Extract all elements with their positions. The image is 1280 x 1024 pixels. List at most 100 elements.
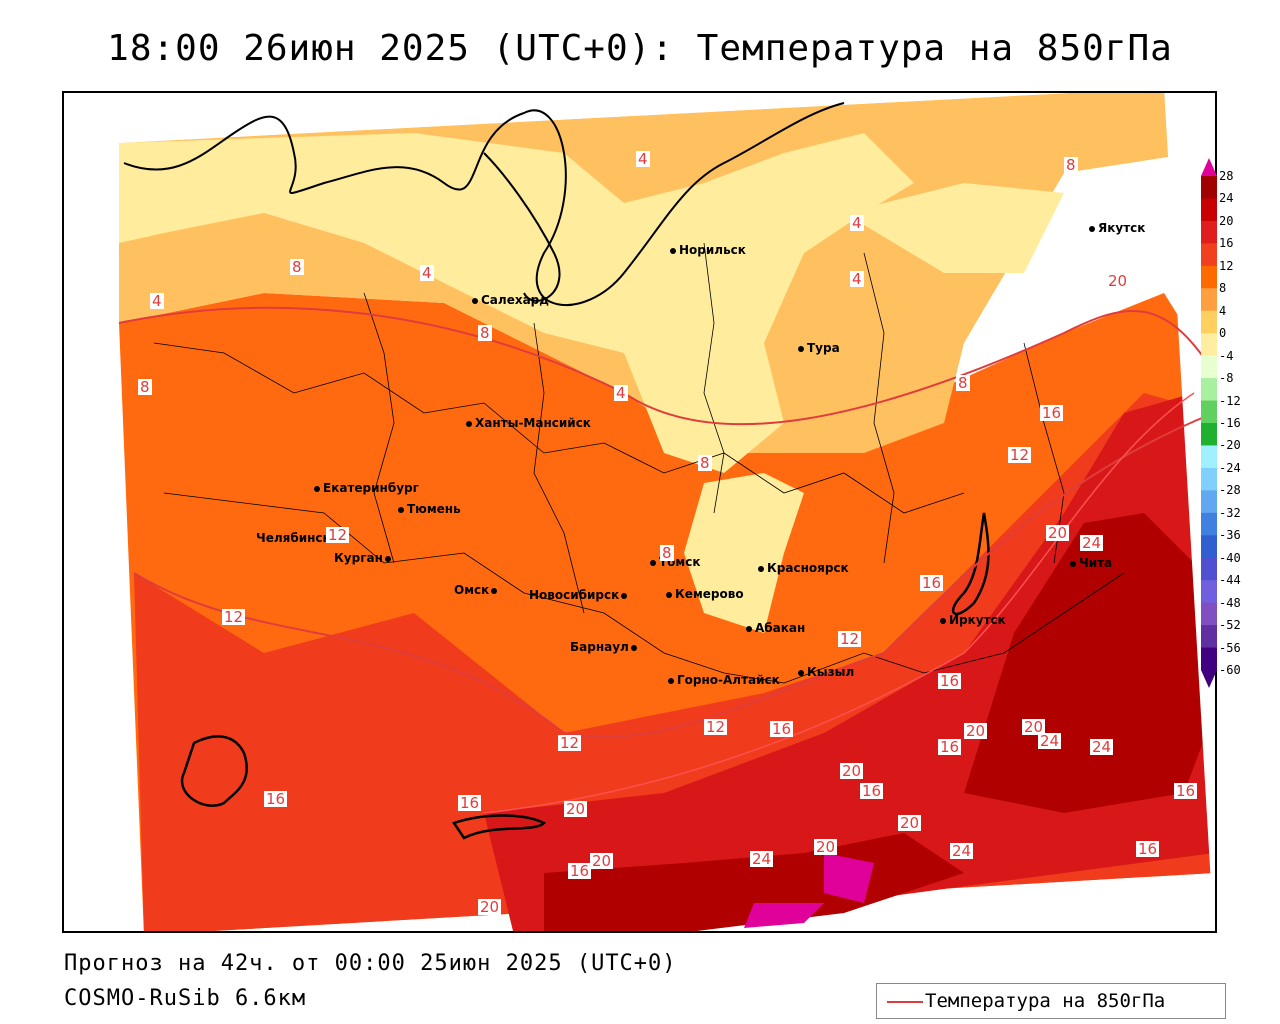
isotherm-label: 16 (1136, 840, 1160, 858)
isotherm-label: 16 (920, 574, 944, 592)
colorbar-cell (1201, 265, 1217, 289)
model-info: COSMO-RuSib 6.6км (64, 986, 307, 1011)
isotherm-label: 20 (898, 814, 922, 832)
colorbar-tick-label: -16 (1219, 416, 1241, 430)
isotherm-label: 24 (750, 850, 774, 868)
isotherm-label: 12 (704, 718, 728, 736)
isotherm-label: 8 (290, 258, 304, 276)
city-label: Кемерово (666, 587, 744, 601)
colorbar-tick-label: -56 (1219, 640, 1241, 655)
isotherm-label: 20 (564, 800, 588, 818)
colorbar-tick-label: 0 (1219, 326, 1227, 341)
colorbar-cell (1201, 243, 1217, 267)
colorbar-cell (1201, 310, 1217, 334)
colorbar-cell (1201, 512, 1217, 536)
city-marker-icon (670, 247, 676, 254)
colorbar-tick-label: -20 (1219, 438, 1241, 453)
colorbar-cell (1201, 333, 1217, 357)
isotherm-label: 20 (840, 762, 864, 780)
city-marker-icon (384, 555, 391, 562)
colorbar-tick-label: -40 (1219, 550, 1241, 565)
zone-28b (744, 903, 824, 928)
colorbar-scale (1201, 158, 1217, 688)
city-marker-icon (491, 587, 498, 594)
city-label: Салехард (472, 293, 549, 307)
city-marker-icon (798, 669, 804, 676)
city-label: Иркутск (940, 613, 1006, 627)
city-marker-icon (746, 625, 752, 632)
colorbar-tick-label: -12 (1219, 393, 1241, 408)
zone-0-4 (119, 133, 914, 473)
city-marker-icon (1070, 560, 1076, 567)
isotherm-label: 4 (150, 292, 164, 310)
colorbar-tick-label: -28 (1219, 483, 1241, 498)
isotherm-label: 12 (326, 526, 350, 544)
city-label: Томск (650, 555, 701, 569)
city-label: Ханты-Мансийск (466, 416, 591, 430)
city-label: Екатеринбург (314, 481, 419, 495)
colorbar-cell (1201, 490, 1217, 514)
isotherm-label: 8 (956, 374, 970, 392)
city-label: Норильск (670, 243, 746, 257)
city-label: Якутск (1089, 221, 1145, 235)
isotherm-label: 4 (636, 150, 650, 168)
isotherm-label: 12 (222, 608, 246, 626)
colorbar-tick-label: -4 (1219, 348, 1234, 363)
isotherm-label: 12 (1008, 446, 1032, 464)
isotherm-label: 24 (1090, 738, 1114, 756)
city-label: Кызыл (798, 665, 854, 679)
city-label: Красноярск (758, 561, 849, 575)
isotherm-label: 16 (568, 862, 592, 880)
city-label: Горно-Алтайск (668, 673, 780, 687)
colorbar-tick-label: -36 (1219, 528, 1241, 543)
isotherm-label: 24 (1038, 732, 1062, 750)
colorbar-cell (1201, 176, 1217, 199)
isotherm-label: 20 (590, 852, 614, 870)
isotherm-label: 16 (1040, 404, 1064, 422)
colorbar-cell (1201, 625, 1217, 649)
colorbar-cell (1201, 602, 1217, 626)
city-marker-icon (668, 677, 674, 684)
colorbar-cell (1201, 355, 1217, 379)
colorbar-tick-label: -44 (1219, 573, 1241, 588)
isotherm-label: 4 (850, 214, 864, 232)
isotherm-label: 16 (264, 790, 288, 808)
isotherm-label: 20 (1106, 272, 1130, 290)
colorbar-cell (1201, 423, 1217, 446)
isotherm-label: 20 (1022, 718, 1046, 736)
isotherm-label: 4 (850, 270, 864, 288)
colorbar-tick-label: 16 (1219, 236, 1234, 251)
isotherm-label: 12 (558, 734, 582, 752)
isotherm-label: 4 (614, 384, 628, 402)
colorbar-cell (1201, 378, 1217, 402)
map-title: 18:00 26июн 2025 (UTC+0): Температура на… (107, 28, 1173, 69)
isotherm-label: 8 (660, 544, 674, 562)
colorbar-tick-label: 24 (1219, 191, 1234, 206)
isotherm-label: 4 (420, 264, 434, 282)
isotherm-label: 8 (138, 378, 152, 396)
isotherm-label: 20 (814, 838, 838, 856)
city-label: Тюмень (398, 502, 461, 516)
colorbar-cell (1201, 198, 1217, 222)
temperature-colorbar: 28 24 20 16 12 8 4 0 -4 -8 -12 -16 -20 -24 -28 -32 -36 -4… (1199, 158, 1259, 688)
colorbar-min-triangle (1201, 670, 1217, 688)
city-marker-icon (758, 565, 764, 572)
city-marker-icon (472, 297, 478, 304)
colorbar-tick-label: 4 (1219, 303, 1227, 318)
colorbar-tick-label: -60 (1219, 663, 1241, 677)
city-label: Новосибирск (529, 588, 630, 602)
colorbar-tick-label: -48 (1219, 595, 1241, 610)
city-marker-icon (466, 420, 472, 427)
city-label: Барнаул (570, 640, 640, 654)
isotherm-label: 8 (478, 324, 492, 342)
colorbar-cell (1201, 557, 1217, 581)
isotherm-label: 24 (1080, 534, 1104, 552)
colorbar-tick-label: 28 (1219, 169, 1234, 183)
colorbar-tick-label: -8 (1219, 371, 1234, 386)
city-label: Абакан (746, 621, 805, 635)
colorbar-tick-label: -32 (1219, 505, 1241, 520)
map-area[interactable]: Якутск Норильск Салехард Тура Ханты-Манс… (62, 91, 1217, 933)
isotherm-label: 12 (838, 630, 862, 648)
colorbar-tick-label: -24 (1219, 460, 1241, 475)
isotherm-label: 16 (938, 672, 962, 690)
